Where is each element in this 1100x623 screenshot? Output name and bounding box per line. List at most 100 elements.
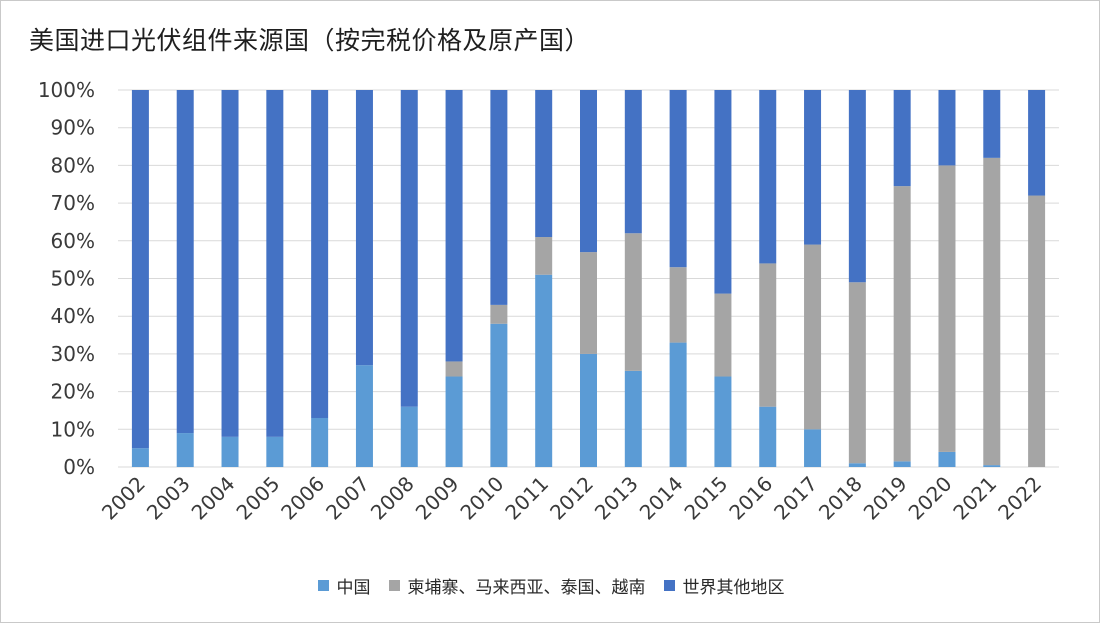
bar-segment (311, 417, 329, 467)
bar-segment (624, 370, 642, 467)
y-tick-label: 70% (51, 191, 95, 215)
x-tick-label: 2020 (904, 472, 957, 525)
bar-segment (983, 90, 1001, 158)
legend-swatch (663, 580, 675, 591)
bar-segment (445, 361, 463, 377)
bar-segment (938, 90, 956, 166)
bar-segment (221, 90, 239, 437)
legend-item: 世界其他地区 (663, 573, 785, 598)
legend-swatch (317, 580, 329, 591)
bar-segment (176, 433, 194, 467)
y-tick-label: 30% (51, 342, 95, 366)
chart-title: 美国进口光伏组件来源国（按完税价格及原产国） (29, 26, 591, 55)
bar-segment (893, 461, 911, 467)
x-tick-label: 2019 (859, 472, 912, 525)
legend-label: 世界其他地区 (682, 578, 785, 598)
y-tick-label: 20% (51, 380, 95, 404)
bar-segment (714, 376, 732, 467)
bar-segment (804, 429, 822, 467)
bar-segment (804, 244, 822, 430)
bar-segment (714, 90, 732, 294)
bar-segment (490, 304, 508, 324)
x-tick-label: 2004 (187, 472, 240, 525)
y-tick-label: 50% (51, 267, 95, 291)
bar-segment (176, 90, 194, 434)
y-tick-label: 90% (51, 116, 95, 140)
y-tick-label: 10% (51, 417, 95, 441)
y-tick-label: 100% (38, 78, 95, 102)
x-tick-label: 2017 (769, 472, 822, 525)
bar-segment (759, 90, 777, 264)
bar-segment (445, 376, 463, 467)
legend-item: 中国 (317, 573, 371, 598)
bar-segment (580, 90, 597, 253)
x-tick-label: 2006 (276, 472, 329, 525)
y-tick-label: 80% (51, 153, 95, 177)
bar-segment (983, 465, 1001, 467)
x-tick-label: 2016 (724, 472, 777, 525)
x-tick-label: 2011 (500, 472, 553, 525)
bar-segment (1028, 90, 1046, 196)
bar-segment (759, 406, 777, 467)
bar-segment (131, 90, 149, 449)
bar-segment (624, 90, 642, 234)
x-tick-label: 2005 (231, 472, 284, 525)
bar-segment (983, 157, 1001, 466)
bar-segment (804, 90, 822, 245)
bar-segment (535, 274, 553, 467)
legend-item: 柬埔寨、马来西亚、泰国、越南 (388, 573, 646, 598)
bar-segment (400, 90, 418, 407)
bar-segment (848, 463, 866, 467)
y-tick-label: 40% (51, 304, 95, 328)
bar-segment (669, 342, 687, 467)
bar-segment (580, 252, 597, 354)
legend-label: 中国 (336, 578, 371, 598)
bar-segment (580, 353, 597, 467)
x-tick-label: 2003 (142, 472, 195, 525)
bar-segment (535, 237, 553, 275)
bar-segment (266, 436, 284, 467)
bar-segment (445, 90, 463, 362)
bar-segment (893, 186, 911, 462)
x-tick-label: 2013 (590, 472, 643, 525)
y-tick-label: 60% (51, 229, 95, 253)
bar-segment (624, 233, 642, 371)
bar-segment (355, 90, 373, 366)
bar-segment (355, 365, 373, 467)
y-tick-label: 0% (63, 455, 95, 479)
bar-segment (221, 436, 239, 467)
x-tick-label: 2015 (679, 472, 732, 525)
bar-segment (938, 451, 956, 467)
x-tick-label: 2022 (993, 472, 1046, 525)
bar-segment (490, 90, 508, 305)
bar-segment (938, 165, 956, 452)
bar-segment (1028, 195, 1046, 467)
bar-segment (848, 90, 866, 283)
chart-legend: 中国 柬埔寨、马来西亚、泰国、越南 世界其他地区 (1, 573, 1100, 598)
bar-segment (266, 90, 284, 437)
x-tick-label: 2010 (455, 472, 508, 525)
x-tick-label: 2021 (948, 472, 1001, 525)
x-tick-label: 2009 (411, 472, 464, 525)
legend-swatch (388, 580, 400, 591)
x-tick-label: 2007 (321, 472, 374, 525)
bar-segment (400, 406, 418, 467)
bar-segment (669, 267, 687, 343)
bar-segment (759, 263, 777, 407)
bar-segment (893, 90, 911, 187)
x-tick-label: 2002 (97, 472, 150, 525)
x-tick-label: 2008 (366, 472, 419, 525)
bar-segment (490, 323, 508, 467)
x-tick-label: 2012 (545, 472, 598, 525)
bar-segment (535, 90, 553, 238)
stacked-bar-chart: 0%10%20%30%40%50%60%70%80%90%100%2002200… (38, 78, 1059, 525)
bar-segment (131, 448, 149, 467)
legend-label: 柬埔寨、马来西亚、泰国、越南 (407, 578, 646, 598)
bar-segment (848, 282, 866, 464)
bar-segment (714, 293, 732, 377)
bar-segment (669, 90, 687, 268)
x-tick-label: 2014 (635, 472, 688, 525)
x-tick-label: 2018 (814, 472, 867, 525)
bar-segment (311, 90, 329, 418)
